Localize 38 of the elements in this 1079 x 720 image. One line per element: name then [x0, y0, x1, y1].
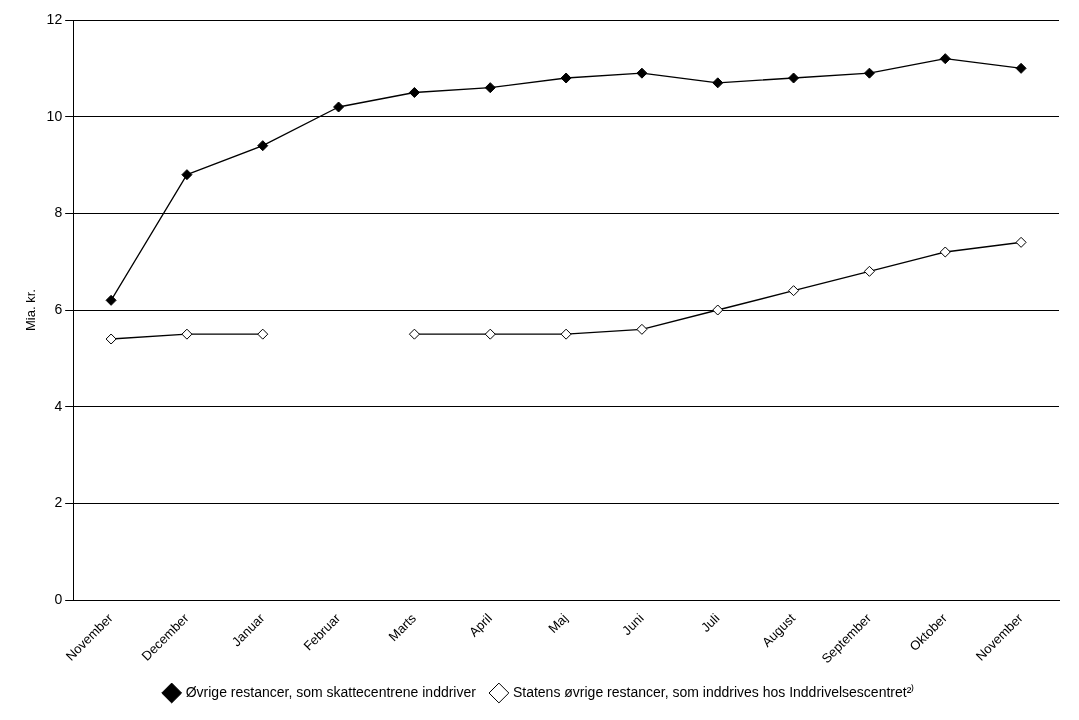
y-axis-title: Mia. kr. — [23, 289, 39, 331]
point — [257, 328, 269, 340]
point — [712, 304, 724, 316]
y-tick-label: 4 — [54, 397, 63, 414]
point — [636, 67, 648, 79]
point — [181, 328, 193, 340]
point — [1015, 62, 1027, 74]
point — [408, 87, 420, 98]
point — [636, 323, 648, 335]
point — [484, 82, 496, 94]
point — [1015, 236, 1027, 248]
point — [788, 72, 800, 84]
y-tick-label: 6 — [54, 300, 63, 317]
x-tick-label: Juli — [698, 610, 723, 635]
point — [788, 285, 800, 297]
y-tick-label: 10 — [46, 107, 63, 124]
point — [484, 328, 496, 340]
point — [560, 328, 572, 340]
point — [257, 140, 269, 152]
y-tick-label: 2 — [54, 494, 63, 511]
x-tick-label: Juni — [619, 610, 647, 639]
x-tick-label: Maj — [545, 610, 571, 636]
legend-label: Statens øvrige restancer, som inddrives hos Inddrivelsescentret²⁾ — [512, 683, 915, 700]
point — [712, 77, 724, 89]
point — [863, 265, 875, 277]
legend-label: Øvrige restancer, som skattecentrene inddriver — [185, 683, 477, 700]
y-tick-label: 0 — [54, 590, 63, 607]
point — [560, 72, 572, 84]
point — [105, 333, 117, 345]
point — [181, 169, 193, 181]
point — [408, 328, 420, 340]
y-tick-label: 12 — [46, 10, 63, 27]
point — [939, 246, 951, 258]
point — [333, 101, 345, 113]
point — [939, 53, 951, 65]
point — [105, 294, 117, 306]
point — [863, 67, 875, 79]
y-tick-label: 8 — [54, 204, 63, 221]
